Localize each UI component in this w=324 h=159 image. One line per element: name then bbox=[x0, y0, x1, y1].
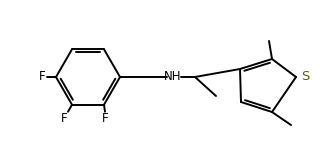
Text: F: F bbox=[39, 70, 45, 83]
Text: F: F bbox=[61, 112, 67, 125]
Text: F: F bbox=[102, 112, 108, 125]
Text: S: S bbox=[301, 69, 309, 83]
Text: NH: NH bbox=[164, 70, 182, 83]
